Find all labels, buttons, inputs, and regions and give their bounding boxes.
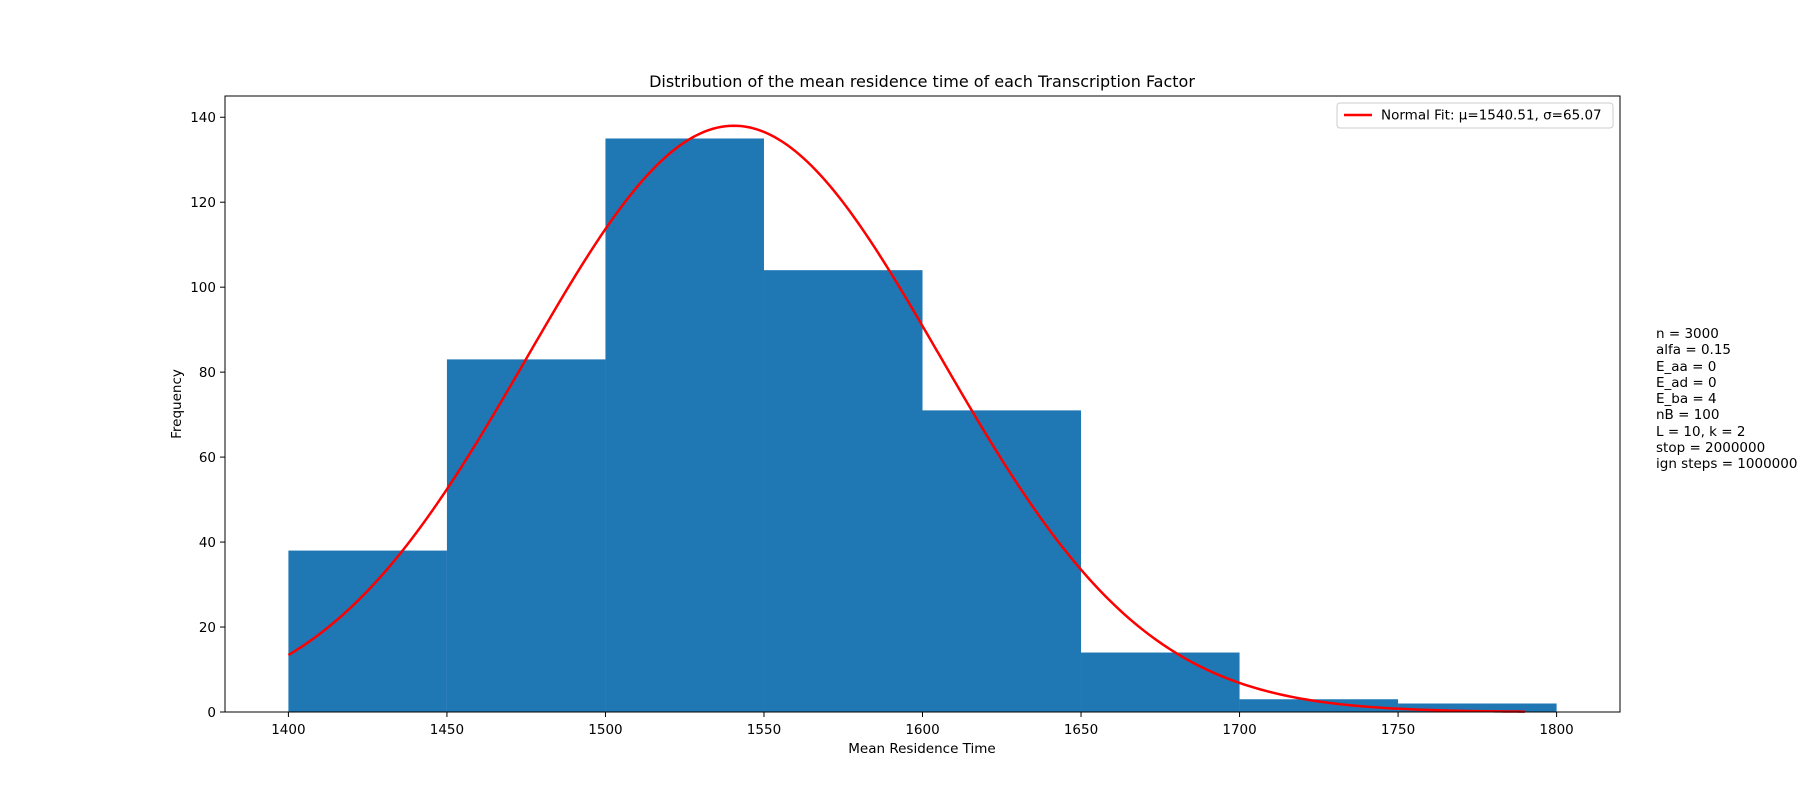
histogram-bar-6 (1081, 652, 1240, 712)
x-tick-label: 1650 (1064, 722, 1098, 738)
x-axis-label: Mean Residence Time (848, 741, 995, 757)
parameter-line: E_ba = 4 (1656, 391, 1717, 408)
histogram-bar-1 (288, 550, 447, 712)
parameter-line: L = 10, k = 2 (1656, 423, 1746, 440)
parameter-line: E_aa = 0 (1656, 358, 1717, 375)
x-tick-label: 1700 (1222, 722, 1256, 738)
legend-frame (1336, 102, 1614, 129)
y-tick-label: 40 (199, 535, 216, 551)
histogram-bar-4 (763, 270, 923, 712)
parameter-line: E_ad = 0 (1656, 374, 1717, 391)
y-tick-label: 0 (207, 705, 216, 721)
x-tick-label: 1450 (430, 722, 464, 738)
x-tick-label: 1800 (1539, 722, 1573, 738)
parameter-annotation: n = 3000 alfa = 0.15 E_aa = 0 E_ad = 0 E_ba … (1656, 326, 1797, 473)
x-tick-label: 1550 (747, 722, 781, 738)
histogram-bar-5 (922, 410, 1082, 712)
histogram-bar-7 (1239, 699, 1399, 712)
fit-curve-layer (287, 124, 1525, 713)
parameter-line: alfa = 0.15 (1656, 342, 1732, 359)
parameter-line: ign steps = 1000000 (1656, 456, 1798, 473)
y-tick-label: 80 (199, 365, 216, 381)
y-axis: 0 20 40 60 80 100 120 140 (190, 110, 225, 721)
y-tick-label: 140 (190, 110, 216, 126)
histogram-bar-8 (1398, 703, 1557, 712)
legend: Normal Fit: μ=1540.51, σ=65.07 (1336, 102, 1614, 129)
parameter-line: n = 3000 (1656, 326, 1719, 342)
y-tick-label: 120 (190, 195, 216, 211)
histogram-bar-2 (446, 359, 606, 712)
y-tick-label: 60 (199, 450, 216, 466)
parameter-line: stop = 2000000 (1656, 440, 1766, 457)
y-axis-label: Frequency (169, 369, 185, 439)
chart-title: Distribution of the mean residence time … (649, 72, 1195, 91)
x-tick-label: 1400 (271, 722, 305, 738)
x-tick-label: 1750 (1381, 722, 1415, 738)
normal-fit-curve (287, 124, 1525, 713)
y-tick-label: 100 (190, 280, 216, 296)
parameter-line: nB = 100 (1656, 407, 1720, 424)
x-tick-label: 1600 (905, 722, 939, 738)
histogram-bars (288, 138, 1557, 712)
x-tick-label: 1500 (588, 722, 622, 738)
x-axis: 1400 1450 1500 1550 1600 1650 1700 1750 1800 (271, 712, 1574, 738)
legend-label: Normal Fit: μ=1540.51, σ=65.07 (1381, 108, 1602, 124)
y-tick-label: 20 (199, 620, 216, 636)
histogram-bar-3 (605, 138, 764, 712)
